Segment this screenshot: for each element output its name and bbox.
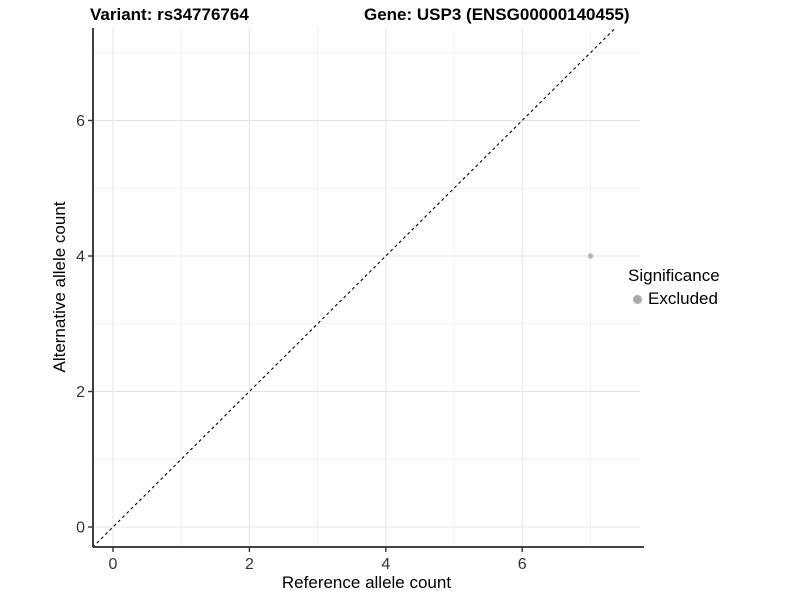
legend-title: Significance — [628, 266, 720, 285]
data-point — [587, 253, 594, 259]
x-tick-label: 0 — [109, 556, 118, 573]
identity-line — [92, 27, 617, 548]
y-tick-label: 2 — [76, 384, 85, 401]
gene-title: Gene: USP3 (ENSG00000140455) — [364, 5, 630, 24]
x-tick-label: 4 — [381, 556, 390, 573]
legend-item: Excluded — [628, 289, 720, 309]
legend: Significance Excluded — [628, 266, 720, 309]
variant-title: Variant: rs34776764 — [90, 5, 249, 24]
legend-items: Excluded — [628, 289, 720, 309]
legend-item-label: Excluded — [648, 289, 718, 308]
y-tick-label: 6 — [76, 113, 85, 130]
y-tick-label: 0 — [76, 520, 85, 537]
x-tick-label: 6 — [518, 556, 527, 573]
y-tick-label: 4 — [76, 249, 85, 266]
x-tick-label: 2 — [245, 556, 254, 573]
x-axis-title: Reference allele count — [281, 573, 452, 592]
y-axis-title: Alternative allele count — [50, 201, 69, 373]
legend-point-icon — [633, 294, 642, 304]
